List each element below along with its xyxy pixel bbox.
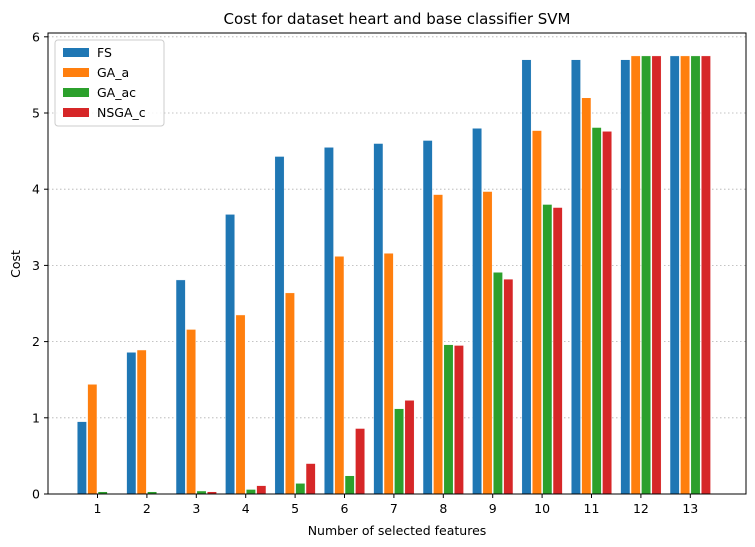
x-tick-label: 2 <box>143 501 151 516</box>
bar-ga-a-11 <box>581 97 592 495</box>
bar-fs-1 <box>76 421 87 495</box>
bar-fs-11 <box>570 59 581 495</box>
bar-ga-a-4 <box>235 314 246 495</box>
bar-ga-ac-4 <box>245 489 256 495</box>
chart-title: Cost for dataset heart and base classifi… <box>224 10 571 28</box>
x-tick-label: 10 <box>534 501 550 516</box>
y-tick-label: 3 <box>32 258 40 273</box>
legend-label: GA_a <box>97 65 129 80</box>
bar-fs-10 <box>521 59 532 495</box>
bars <box>76 55 711 495</box>
bar-nsga-c-5 <box>305 463 316 495</box>
legend-label: GA_ac <box>97 85 136 100</box>
bar-ga-a-6 <box>334 256 345 495</box>
x-tick-label: 4 <box>242 501 250 516</box>
x-axis-title: Number of selected features <box>308 523 487 538</box>
bar-ga-ac-10 <box>542 204 553 495</box>
bar-ga-a-13 <box>680 55 691 495</box>
legend: FS GA_a GA_ac NSGA_c <box>54 39 165 127</box>
legend-swatch <box>63 48 89 57</box>
x-tick-label: 7 <box>390 501 398 516</box>
plot-frame <box>47 32 747 495</box>
bar-ga-a-10 <box>531 130 542 495</box>
x-tick-label: 5 <box>291 501 299 516</box>
y-tick-label: 1 <box>32 410 40 425</box>
x-tick-label: 13 <box>682 501 698 516</box>
bar-nsga-c-9 <box>503 278 514 495</box>
bar-nsga-c-7 <box>404 400 415 495</box>
bar-ga-a-1 <box>87 384 98 495</box>
legend-box <box>54 39 165 127</box>
y-tick-label: 4 <box>32 182 40 197</box>
bar-ga-a-7 <box>383 252 394 495</box>
y-tick-label: 6 <box>32 29 40 44</box>
bar-nsga-c-10 <box>552 207 563 495</box>
bar-ga-a-2 <box>136 349 147 495</box>
x-tick-label: 8 <box>439 501 447 516</box>
x-tick-label: 1 <box>94 501 102 516</box>
bar-ga-ac-11 <box>591 127 602 495</box>
bar-ga-ac-12 <box>641 55 652 495</box>
x-tick-label: 9 <box>489 501 497 516</box>
bar-ga-ac-5 <box>295 483 306 495</box>
bar-fs-7 <box>373 143 384 495</box>
legend-swatch <box>63 68 89 77</box>
y-tick-label: 5 <box>32 106 40 121</box>
bar-nsga-c-13 <box>700 55 711 495</box>
bar-fs-4 <box>225 214 236 495</box>
bar-nsga-c-11 <box>602 131 613 495</box>
bar-nsga-c-4 <box>256 485 267 495</box>
bar-fs-6 <box>323 147 334 495</box>
axes <box>47 32 747 495</box>
bar-ga-ac-13 <box>690 55 701 495</box>
x-tick-label: 12 <box>633 501 649 516</box>
x-tick-label: 3 <box>192 501 200 516</box>
bar-ga-ac-9 <box>492 272 503 495</box>
bar-ga-a-3 <box>186 329 197 495</box>
bar-ga-ac-8 <box>443 344 454 495</box>
bar-ga-ac-6 <box>344 475 355 495</box>
y-tick-label: 0 <box>32 487 40 502</box>
legend-label: FS <box>97 45 112 60</box>
bar-fs-2 <box>126 352 137 495</box>
bar-fs-12 <box>620 59 631 495</box>
bar-nsga-c-8 <box>453 345 464 495</box>
bar-ga-a-5 <box>284 292 295 495</box>
x-tick-label: 6 <box>341 501 349 516</box>
bar-fs-9 <box>472 127 483 495</box>
bar-nsga-c-6 <box>355 428 366 495</box>
bar-ga-a-12 <box>630 55 641 495</box>
x-tick-label: 11 <box>584 501 600 516</box>
y-tick-label: 2 <box>32 334 40 349</box>
legend-label: NSGA_c <box>97 105 146 120</box>
bar-ga-a-8 <box>433 194 444 495</box>
y-axis-title: Cost <box>8 250 23 278</box>
bar-fs-5 <box>274 156 285 495</box>
bar-fs-8 <box>422 140 433 495</box>
bar-ga-a-9 <box>482 191 493 495</box>
bar-ga-ac-7 <box>394 408 405 495</box>
bar-fs-13 <box>669 55 680 495</box>
legend-swatch <box>63 108 89 117</box>
bar-fs-3 <box>175 279 186 495</box>
bar-nsga-c-12 <box>651 55 662 495</box>
legend-swatch <box>63 88 89 97</box>
